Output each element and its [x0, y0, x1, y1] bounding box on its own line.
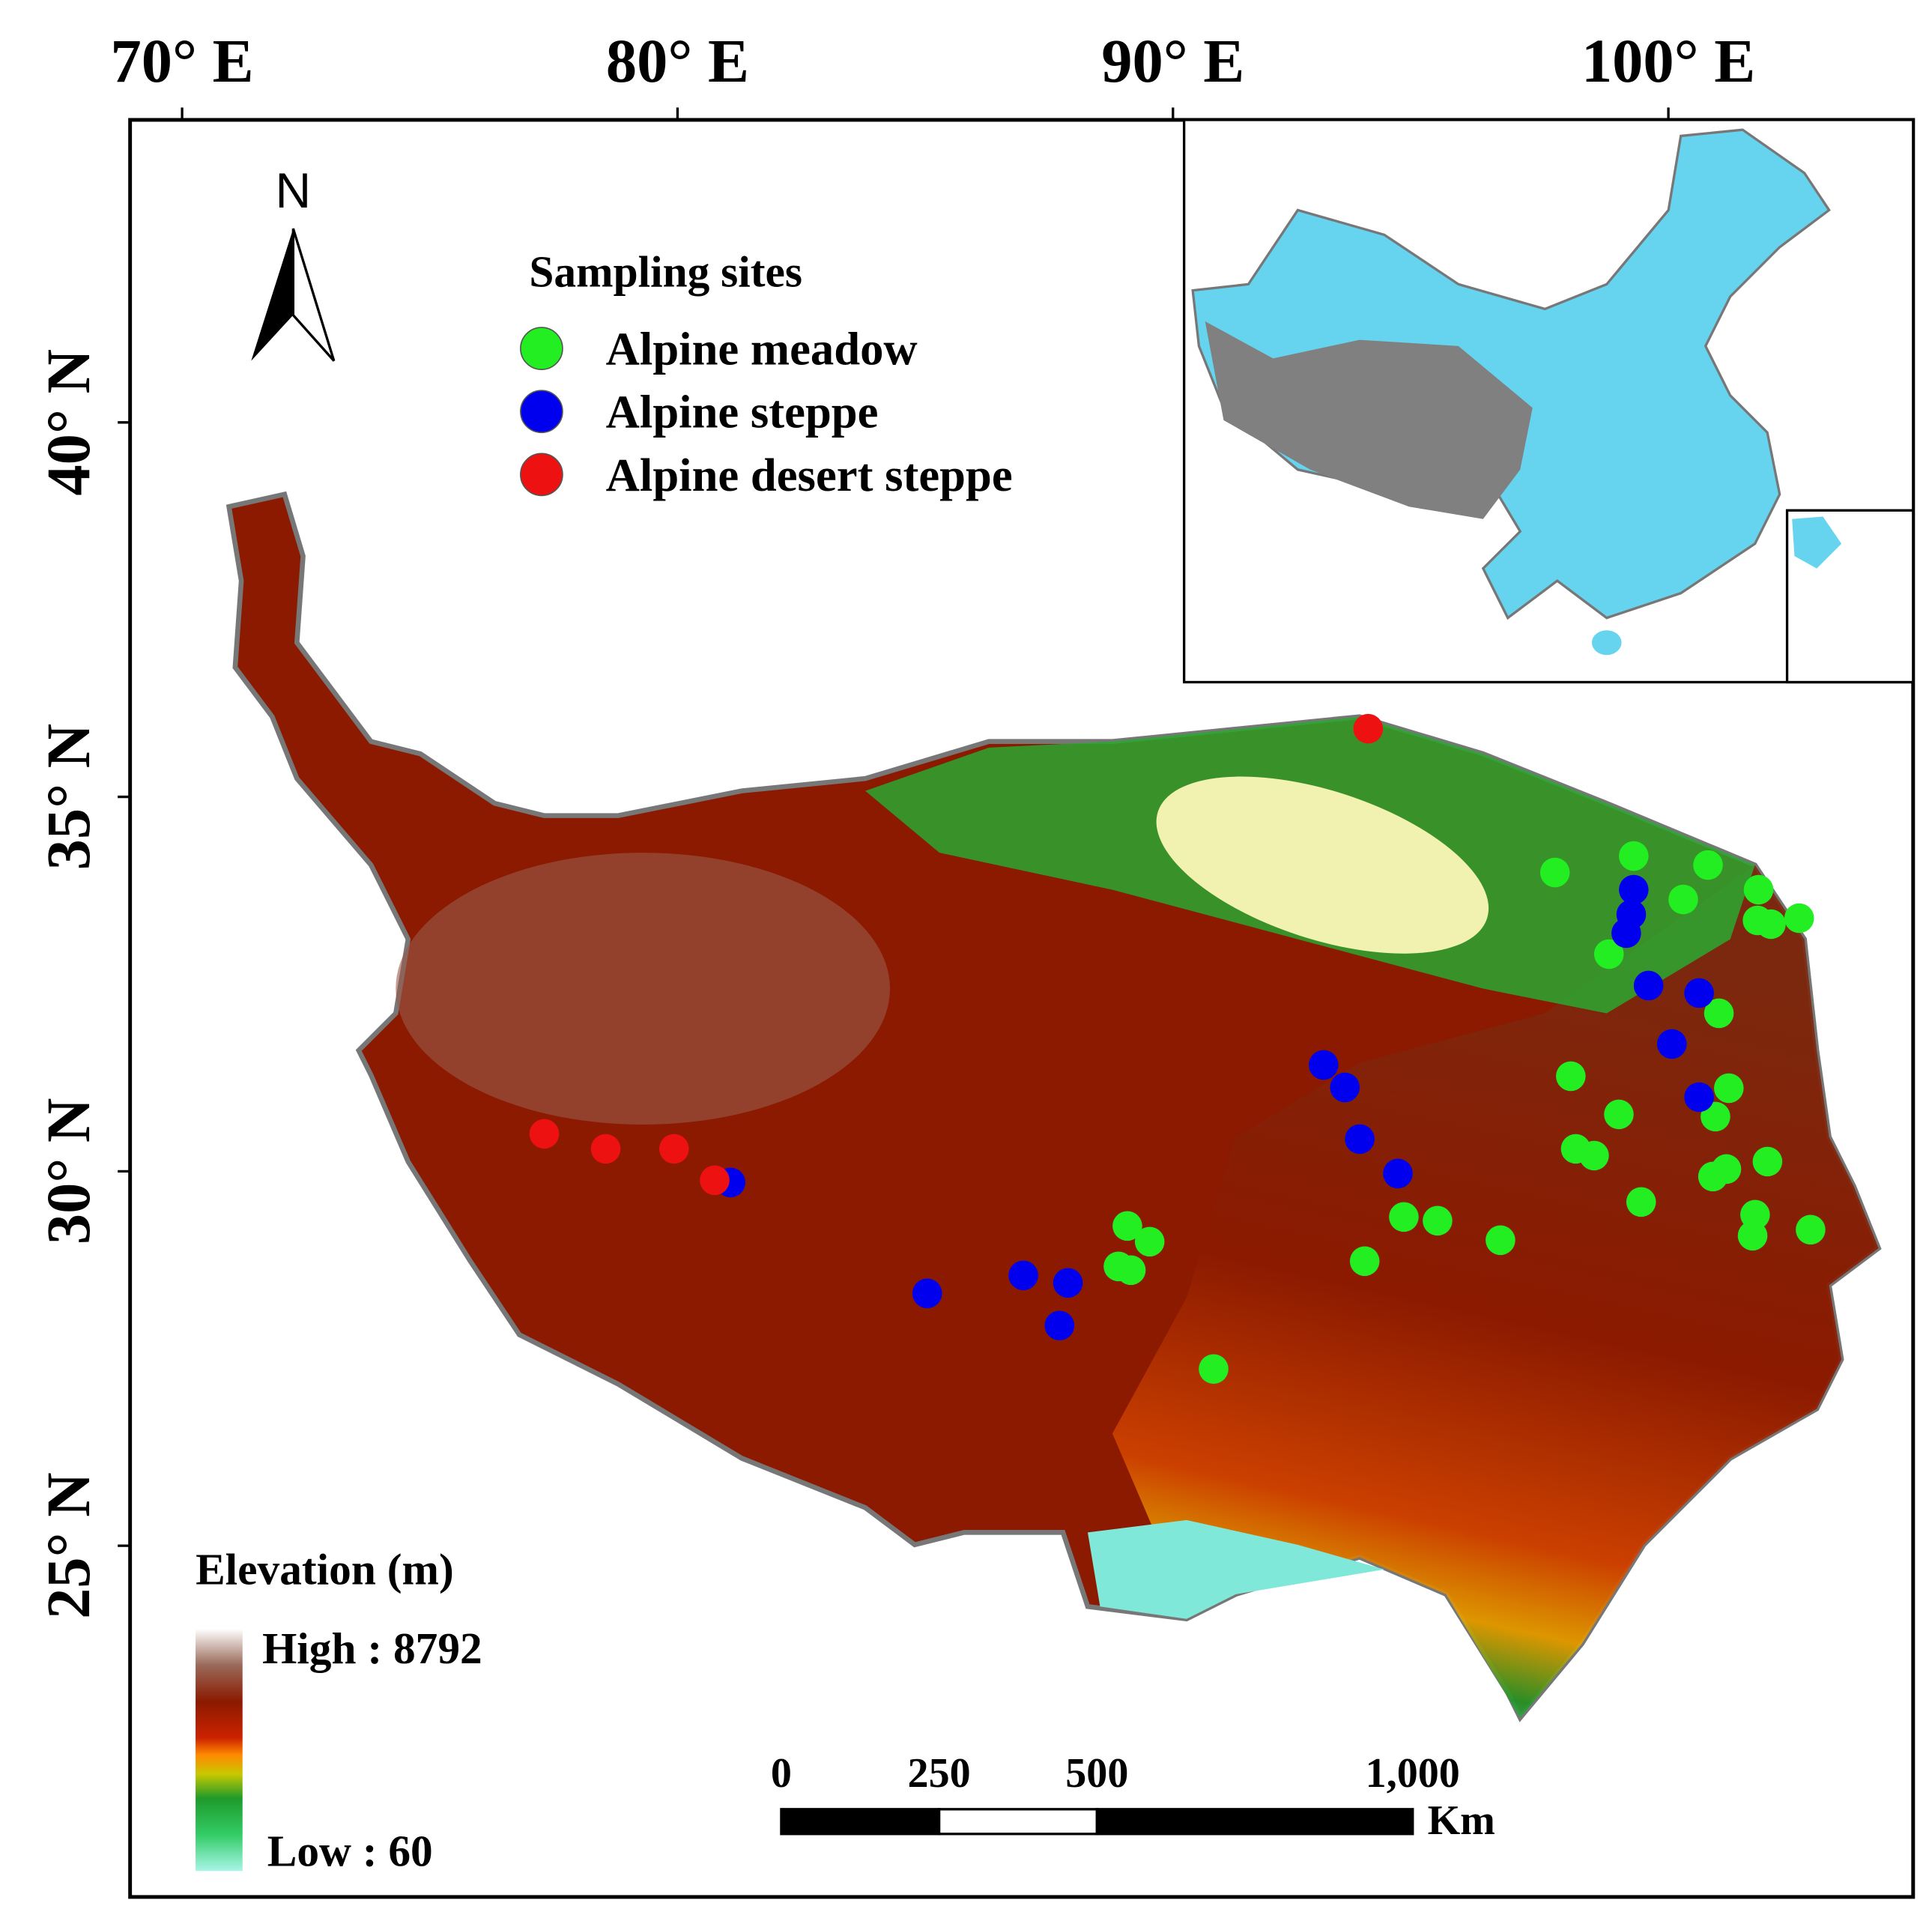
scale-segment — [937, 1808, 1098, 1836]
north-label: N — [276, 163, 312, 218]
sampling-site — [1389, 1202, 1419, 1232]
south-sea-coast — [1792, 516, 1842, 569]
sampling-site — [1752, 1146, 1783, 1177]
southeast-lowland — [1087, 1519, 1384, 1619]
sampling-site — [1008, 1260, 1038, 1291]
legend-marker — [520, 390, 563, 434]
sampling-site — [1684, 1082, 1714, 1113]
north-arrow-right — [291, 228, 336, 362]
sampling-site — [1713, 1073, 1744, 1104]
plateau — [225, 491, 1882, 1722]
sampling-site — [1383, 1158, 1413, 1189]
sampling-site — [1134, 1226, 1165, 1257]
legend-label: Alpine steppe — [606, 386, 879, 438]
y-tick-label: 40° N — [34, 349, 103, 496]
sampling-site — [1604, 1099, 1634, 1130]
sampling-site — [1619, 841, 1649, 871]
sampling-site — [1737, 1220, 1768, 1251]
sampling-site — [1112, 1211, 1142, 1241]
sampling-site — [529, 1119, 560, 1149]
sampling-site — [912, 1278, 942, 1309]
east-terrain — [1112, 865, 1879, 1718]
x-tick-label: 70° E — [111, 27, 254, 95]
y-tick-label: 25° N — [34, 1472, 103, 1619]
legend-marker — [520, 453, 563, 497]
y-tick-label: 35° N — [34, 724, 103, 871]
sampling-site — [1539, 857, 1570, 888]
sampling-site — [1633, 970, 1664, 1001]
scale-label: 0 — [771, 1750, 792, 1797]
elevation-low: Low : 60 — [267, 1827, 433, 1876]
legend-label: Alpine desert steppe — [606, 449, 1013, 501]
sampling-site — [1309, 1050, 1339, 1080]
inset — [1182, 118, 1915, 684]
sampling-site — [1668, 884, 1698, 915]
hainan — [1591, 630, 1622, 656]
elevation-title: Elevation (m) — [196, 1545, 454, 1594]
sampling-site — [1330, 1072, 1360, 1103]
legend-title: Sampling sites — [529, 247, 802, 297]
sampling-site — [1784, 903, 1814, 934]
sampling-site — [1684, 978, 1714, 1008]
sampling-site — [1656, 1029, 1687, 1059]
x-tick-label: 80° E — [606, 27, 749, 95]
sampling-site — [1593, 939, 1624, 969]
sampling-site — [659, 1134, 689, 1164]
scale-label: 500 — [1065, 1750, 1128, 1797]
scale-label: 1,000 — [1366, 1750, 1460, 1797]
sampling-site — [590, 1134, 621, 1164]
sampling-site — [1743, 874, 1774, 905]
x-tick-label: 90° E — [1101, 27, 1244, 95]
sampling-site — [1626, 1187, 1656, 1217]
high-terrain — [396, 853, 891, 1125]
sampling-site — [1701, 1101, 1730, 1132]
sampling-site — [1349, 1246, 1380, 1277]
sampling-site — [1353, 713, 1384, 744]
sampling-site — [1693, 850, 1723, 880]
scale-label: 250 — [908, 1750, 971, 1797]
elevation-ramp — [196, 1628, 243, 1872]
legend-label: Alpine meadow — [606, 323, 918, 375]
sampling-site — [1345, 1124, 1375, 1155]
sampling-site — [1486, 1225, 1515, 1256]
scale-unit: Km — [1428, 1797, 1495, 1844]
scale-segment — [1095, 1808, 1414, 1836]
tibet-shape — [1205, 321, 1533, 519]
sampling-site — [1742, 905, 1772, 936]
sampling-site — [1579, 1140, 1609, 1171]
sampling-site — [1796, 1214, 1826, 1245]
sampling-site — [1053, 1268, 1083, 1298]
sampling-site — [1619, 874, 1649, 905]
sampling-site — [1044, 1310, 1075, 1341]
elevation-high: High : 8792 — [262, 1624, 482, 1673]
scale-segment — [780, 1808, 941, 1836]
sampling-site — [1423, 1205, 1453, 1236]
elevation-legend: Elevation (m) High : 8792 Low : 60 — [196, 1545, 482, 1876]
sampling-site — [1698, 1161, 1728, 1192]
sampling-site — [1199, 1354, 1229, 1385]
sampling-site — [1556, 1061, 1586, 1092]
sampling-site — [1704, 998, 1734, 1029]
sampling-site — [1611, 918, 1641, 949]
sampling-site — [700, 1165, 730, 1196]
sampling-site — [1115, 1255, 1146, 1286]
y-tick-label: 30° N — [34, 1098, 103, 1245]
legend-marker — [520, 327, 563, 371]
qaidam-basin — [1156, 776, 1489, 954]
x-tick-label: 100° E — [1581, 27, 1755, 95]
